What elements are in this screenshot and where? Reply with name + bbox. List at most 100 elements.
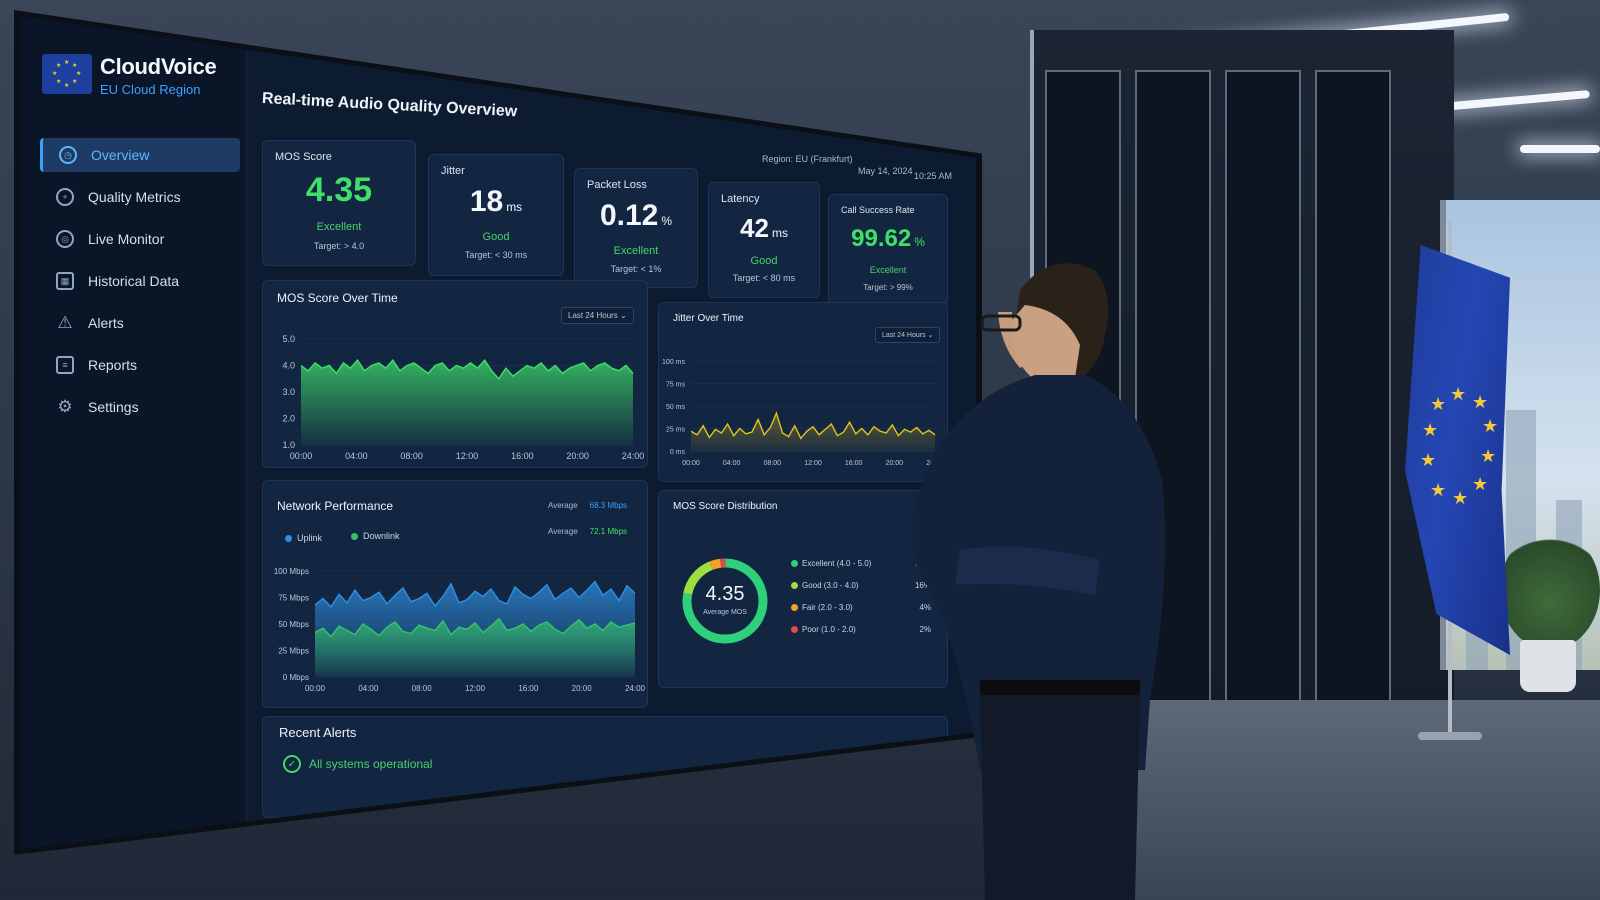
donut-slice-0 bbox=[682, 558, 768, 644]
x-tick-label: 20:00 bbox=[572, 684, 593, 693]
legend-percent: 16% bbox=[914, 581, 931, 590]
sidebar-item-label: Live Monitor bbox=[88, 231, 165, 247]
avg-downlink: Average 72.1 Mbps bbox=[548, 527, 627, 536]
legend-label: Excellent (4.0 - 5.0) bbox=[802, 559, 872, 568]
kpi-status: Excellent bbox=[869, 265, 907, 275]
donut-center-label: Average MOS bbox=[703, 609, 747, 616]
time-range-dropdown[interactable]: Last 24 Hours ⌄ bbox=[561, 307, 634, 324]
y-tick-label: 100 ms bbox=[662, 359, 685, 366]
x-tick-label: 20:00 bbox=[886, 460, 904, 467]
kpi-value: 0.12% bbox=[575, 199, 697, 233]
panel-title: MOS Score Distribution bbox=[673, 501, 778, 512]
kpi-card-latency[interactable]: Latency 42 ms Good Target: < 80 ms bbox=[708, 182, 820, 298]
kpi-value-number: 0.12 bbox=[599, 199, 659, 232]
sidebar-item-label: Quality Metrics bbox=[88, 189, 181, 205]
sidebar-item-historical-data[interactable]: ▦ Historical Data bbox=[40, 264, 240, 298]
legend-percent: 4% bbox=[919, 603, 931, 612]
network-chart: 100 Mbps 75 Mbps 50 Mbps 25 Mbps 0 Mbps 00:00… bbox=[274, 567, 646, 693]
region-label: Region: EU (Frankfurt) bbox=[762, 154, 853, 164]
brand: ★ ★ ★ ★ ★ ★ ★ ★ CloudVoice EU Cloud Region bbox=[42, 54, 217, 97]
kpi-value: 42 ms bbox=[709, 213, 819, 244]
kpi-target: Target: < 30 ms bbox=[464, 250, 528, 260]
sidebar-item-label: Overview bbox=[91, 147, 150, 163]
distribution-panel: MOS Score Distribution 4.35 Average MOS … bbox=[658, 490, 948, 688]
sidebar-nav: ◷ Overview + Quality Metrics ◎ Live Moni… bbox=[40, 138, 240, 432]
report-icon: ≡ bbox=[56, 356, 74, 374]
downlink-line bbox=[314, 617, 636, 638]
y-tick-label: 75 Mbps bbox=[278, 594, 309, 603]
legend-dot bbox=[791, 604, 798, 611]
distribution-legend-item: Good (3.0 - 4.0) 16% bbox=[791, 581, 931, 590]
kpi-title: MOS Score bbox=[275, 151, 332, 163]
sidebar-item-label: Reports bbox=[88, 357, 138, 373]
kpi-status: Good bbox=[482, 231, 510, 243]
series-line bbox=[690, 411, 936, 440]
ceiling-light bbox=[1180, 12, 1510, 56]
y-tick-label: 100 Mbps bbox=[274, 567, 309, 576]
sidebar-item-reports[interactable]: ≡ Reports bbox=[40, 348, 240, 382]
kpi-target: Target: < 80 ms bbox=[732, 273, 796, 283]
sidebar-item-overview[interactable]: ◷ Overview bbox=[40, 138, 240, 172]
person-silhouette bbox=[912, 263, 1166, 900]
x-tick-label: 12:00 bbox=[804, 460, 822, 467]
donut-center-value: 4.35 bbox=[705, 583, 745, 605]
x-tick-label: 08:00 bbox=[764, 460, 782, 467]
network-panel: Network Performance Uplink Downlink Aver… bbox=[262, 480, 648, 708]
downlink-area bbox=[315, 618, 635, 677]
kpi-card-packet-loss[interactable]: Packet Loss 0.12% Excellent Target: < 1% bbox=[574, 168, 698, 288]
y-tick-label: 75 ms bbox=[666, 382, 686, 389]
kpi-value-number: 42 bbox=[740, 213, 769, 243]
sidebar-item-quality-metrics[interactable]: + Quality Metrics bbox=[40, 180, 240, 214]
x-tick-label: 00:00 bbox=[682, 460, 700, 467]
kpi-card-jitter[interactable]: Jitter 18 ms Good Target: < 30 ms bbox=[428, 154, 564, 276]
sidebar-item-live-monitor[interactable]: ◎ Live Monitor bbox=[40, 222, 240, 256]
kpi-unit: % bbox=[914, 235, 925, 249]
eu-flag-stars: ★ ★ ★ ★ ★ ★ ★ ★ ★ ★ bbox=[1420, 384, 1499, 508]
kpi-card-call-success-rate[interactable]: Call Success Rate 99.62% Excellent Targe… bbox=[828, 194, 948, 306]
x-tick-label: 20:00 bbox=[566, 451, 589, 461]
avg-label: Average bbox=[548, 527, 578, 536]
dropdown-value: Last 24 Hours bbox=[568, 311, 618, 320]
chevron-down-icon: ⌄ bbox=[620, 311, 627, 320]
donut-slice-3 bbox=[682, 558, 768, 644]
y-tick-label: 5.0 bbox=[282, 334, 295, 344]
eu-flag bbox=[1405, 245, 1510, 655]
plus-circle-icon: + bbox=[56, 188, 74, 206]
x-tick-label: 12:00 bbox=[456, 451, 479, 461]
x-tick-label: 08:00 bbox=[400, 451, 423, 461]
y-tick-label: 4.0 bbox=[282, 361, 295, 371]
series-area bbox=[301, 360, 633, 445]
x-tick-label: 04:00 bbox=[345, 451, 368, 461]
plant-pot bbox=[1520, 640, 1576, 692]
uplink-line bbox=[314, 580, 636, 609]
mos-chart: 5.0 4.0 3.0 2.0 1.000:00 04:00 08:00 12:00 16:00… bbox=[282, 334, 644, 461]
time-range-dropdown[interactable]: Last 24 Hours ⌄ bbox=[875, 327, 941, 343]
legend-uplink: Uplink bbox=[285, 533, 322, 543]
dashboard-screen: ★ ★ ★ ★ ★ ★ ★ ★ CloudVoice EU Cloud Region ◷… bbox=[20, 16, 976, 849]
mos-distribution-donut bbox=[682, 558, 768, 644]
alert-status-text: All systems operational bbox=[309, 757, 433, 771]
y-tick-label: 3.0 bbox=[282, 387, 295, 397]
legend-label: Good (3.0 - 4.0) bbox=[802, 581, 859, 590]
date-label: May 14, 2024 bbox=[858, 166, 913, 176]
sidebar-item-alerts[interactable]: ⚠ Alerts bbox=[40, 306, 240, 340]
distribution-legend-item: Poor (1.0 - 2.0) 2% bbox=[791, 625, 931, 634]
chevron-down-icon: ⌄ bbox=[927, 332, 934, 339]
avg-uplink: Average 68.3 Mbps bbox=[548, 501, 627, 510]
y-tick-label: 2.0 bbox=[282, 414, 295, 424]
distribution-legend-item: Fair (2.0 - 3.0) 4% bbox=[791, 603, 931, 612]
gear-icon: ⚙ bbox=[57, 397, 73, 416]
clock-icon: ◷ bbox=[59, 146, 77, 164]
legend-label: Poor (1.0 - 2.0) bbox=[802, 625, 856, 634]
y-tick-label: 50 ms bbox=[666, 404, 686, 411]
sidebar-item-settings[interactable]: ⚙ Settings bbox=[40, 390, 240, 424]
legend-dot bbox=[791, 626, 798, 633]
kpi-title: Call Success Rate bbox=[841, 205, 915, 215]
legend-percent: 2% bbox=[919, 625, 931, 634]
y-tick-label: 1.0 bbox=[282, 440, 295, 450]
y-tick-label: 25 ms bbox=[666, 427, 686, 434]
y-tick-label: 0 Mbps bbox=[283, 673, 309, 682]
kpi-target: Target: > 4.0 bbox=[313, 241, 365, 251]
kpi-card-mos[interactable]: MOS Score 4.35 Excellent Target: > 4.0 bbox=[262, 140, 416, 266]
kpi-title: Jitter bbox=[441, 165, 465, 177]
